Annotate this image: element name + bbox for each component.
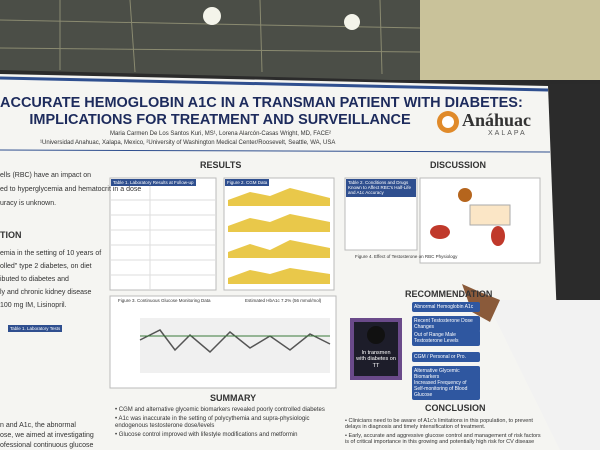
bullet: • (345, 432, 349, 439)
line-text: uracy is unknown. (0, 200, 57, 208)
bullet-item-text: Early, accurate and aggressive glucose c… (345, 432, 541, 445)
bright-wall (420, 0, 600, 80)
bullet-item-text: A1c was inaccurate in the setting of pol… (115, 415, 310, 429)
section-heading: RESULTS (200, 160, 242, 170)
line-text: ibuted to diabetes and (0, 276, 69, 284)
line: n and A1c, the abnormal (0, 422, 94, 430)
line: ose, we aimed at investigating (0, 432, 94, 440)
line: uracy is unknown. (0, 200, 141, 208)
line-text: ofessional continuous glucose (0, 442, 94, 450)
light (344, 14, 360, 30)
summary: • CGM and alternative glycemic biomarker… (115, 407, 340, 441)
logo-campus: XALAPA (488, 130, 527, 137)
case-text: emia in the setting of 10 years of olled"… (0, 250, 101, 315)
recommendation-box-text: CGM / Personal or Pro. (414, 354, 466, 360)
section-heading: CONCLUSION (425, 403, 486, 413)
bullet-item-text: CGM and alternative glycemic biomarkers … (118, 407, 325, 413)
header-rule (0, 149, 551, 153)
bullet-item: • A1c was inaccurate in the setting of p… (115, 416, 340, 430)
bullet-item: • CGM and alternative glycemic biomarker… (115, 407, 340, 414)
bullet-item: • Glucose control improved with lifestyl… (115, 432, 340, 439)
photo-caption: In transmen with diabetes on TT (356, 350, 396, 369)
caption: Figure 2. CGM Data (225, 179, 270, 187)
recommendation-box: Abnormal Hemoglobin A1c (412, 302, 480, 312)
authors: Maria Carmen De Los Santos Kuri, MS¹, Lo… (110, 131, 331, 137)
caption: Figure 4. Effect of Testosterone on RBC … (355, 254, 458, 259)
caption: Estimated HbA1c 7.2% (56 mmol/mol) (245, 298, 322, 303)
logo-emblem (437, 111, 459, 133)
bullet: • (115, 431, 119, 438)
intro: ells (RBC) have an impact on ed to hyperg… (0, 172, 141, 214)
sleeve (486, 300, 600, 450)
bullet-item: • Clinicians need to be aware of A1c's l… (345, 418, 545, 431)
recommendation-box: Increased Frequency of Self-monitoring o… (412, 378, 480, 400)
logo-name: Anáhuac (462, 110, 532, 130)
line: ofessional continuous glucose (0, 442, 94, 450)
recommendation-box-text: Out of Range Male Testosterone Levels (414, 332, 459, 344)
line: 100 mg IM, Lisinopril. (0, 302, 101, 310)
bullet-item-text: Glucose control improved with lifestyle … (118, 431, 298, 438)
caption: Table 2. Conditions and Drugs Known to A… (346, 179, 416, 197)
recommendation-box-text: Alternative Glycemic Biomarkers (414, 368, 460, 380)
table-rows (110, 185, 216, 290)
conclusion: • Clinicians need to be aware of A1c's l… (345, 418, 545, 447)
caption: Table 1. Laboratory Results at Follow-up (111, 179, 196, 187)
recommendation-box: Recent Testosterone Dose Changes (412, 316, 480, 332)
line: ibuted to diabetes and (0, 276, 101, 284)
recommendation-box: Out of Range Male Testosterone Levels (412, 330, 480, 346)
rbc-icons (430, 188, 511, 246)
bullet-item: • Early, accurate and aggressive glucose… (345, 433, 545, 446)
bullet: • (345, 418, 349, 424)
cgm-line (139, 329, 331, 354)
light (203, 7, 221, 25)
line-text: olled" type 2 diabetes, on diet (0, 263, 92, 271)
line-text: ly and chronic kidney disease (0, 289, 92, 297)
line-text: ed to hyperglycemia and hematocrit in a … (0, 186, 142, 194)
poster-border (0, 76, 549, 92)
aim-text: n and A1c, the abnormal ose, we aimed at … (0, 422, 94, 450)
line-text: emia in the setting of 10 years of (0, 250, 102, 257)
line-text: ells (RBC) have an impact on (0, 172, 92, 179)
bullet: • (115, 415, 119, 422)
line: emia in the setting of 10 years of (0, 250, 101, 258)
section-heading: RECOMMENDATION (405, 289, 493, 299)
line: olled" type 2 diabetes, on diet (0, 263, 101, 271)
affiliations: ¹Universidad Anahuac, Xalapa, Mexico, ²U… (40, 140, 336, 146)
lab-table (109, 177, 217, 291)
cgm-traces (228, 188, 330, 284)
bullet: • (115, 407, 119, 413)
line-text: ose, we aimed at investigating (0, 432, 94, 440)
line-text: n and A1c, the abnormal (0, 422, 76, 429)
silhouette (367, 326, 385, 344)
line: ells (RBC) have an impact on (0, 172, 141, 180)
caption: Table 1. Laboratory Tests (8, 325, 63, 333)
recommendation-box-text: Abnormal Hemoglobin A1c (414, 304, 474, 310)
line-text: 100 mg IM, Lisinopril. (0, 302, 67, 310)
recommendation-box-text: Recent Testosterone Dose Changes (414, 318, 473, 330)
caption: Figure 3. Continuous Glucose Monitoring … (118, 298, 211, 303)
line: ly and chronic kidney disease (0, 289, 101, 297)
bullet-item-text: Clinicians need to be aware of A1c's lim… (345, 418, 533, 431)
recommendation-box-text: Increased Frequency of Self-monitoring o… (414, 380, 468, 398)
section-heading: SUMMARY (210, 393, 257, 403)
section-heading: DISCUSSION (430, 160, 487, 170)
hand (462, 284, 500, 322)
recommendation-box: CGM / Personal or Pro. (412, 352, 480, 362)
cgm-plot (140, 318, 330, 373)
title: ACCURATE HEMOGLOBIN A1C IN A TRANSMAN PA… (0, 95, 523, 111)
line: ed to hyperglycemia and hematocrit in a … (0, 186, 141, 194)
title: IMPLICATIONS FOR TREATMENT AND SURVEILLA… (29, 112, 411, 128)
section-heading: TION (0, 230, 22, 240)
